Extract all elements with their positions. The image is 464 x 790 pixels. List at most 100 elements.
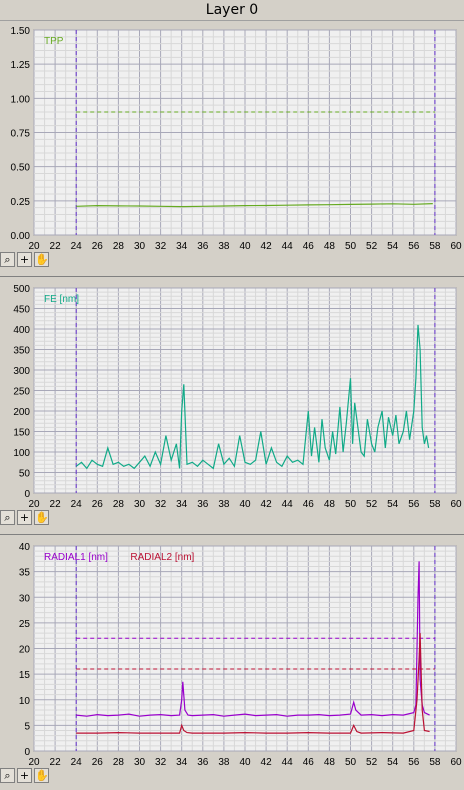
chart-toolbar: ⌕ + ✋ (0, 252, 70, 268)
y-tick-label: 0.25 (11, 197, 31, 208)
hand-pan-icon[interactable]: ✋ (34, 510, 49, 525)
x-tick-label: 42 (261, 241, 273, 252)
x-tick-label: 34 (176, 241, 188, 252)
x-tick-label: 34 (176, 499, 188, 510)
x-tick-label: 36 (197, 499, 209, 510)
y-tick-label: 5 (24, 721, 30, 732)
crosshair-icon[interactable]: + (17, 252, 32, 267)
y-tick-label: 0.00 (11, 231, 31, 242)
window-title: Layer 0 (0, 0, 464, 21)
x-tick-label: 28 (113, 757, 125, 768)
x-tick-label: 24 (71, 499, 83, 510)
x-tick-label: 38 (218, 757, 230, 768)
x-tick-label: 40 (239, 241, 251, 252)
crosshair-icon[interactable]: + (17, 510, 32, 525)
x-tick-label: 52 (366, 499, 378, 510)
grid (33, 545, 457, 752)
x-tick-label: 32 (155, 499, 167, 510)
panel-separator (0, 534, 464, 535)
crosshair-icon[interactable]: + (17, 768, 32, 783)
x-tick-label: 22 (50, 499, 62, 510)
x-tick-label: 60 (450, 241, 462, 252)
x-tick-label: 46 (303, 499, 315, 510)
x-tick-label: 22 (50, 241, 62, 252)
x-tick-label: 30 (134, 499, 146, 510)
x-tick-label: 54 (387, 499, 399, 510)
legend-entry: TPP (44, 36, 64, 47)
zoom-icon[interactable]: ⌕ (0, 252, 15, 267)
y-tick-label: 200 (13, 407, 30, 418)
hand-pan-icon[interactable]: ✋ (34, 768, 49, 783)
x-tick-label: 44 (282, 757, 294, 768)
x-tick-label: 48 (324, 241, 336, 252)
zoom-icon[interactable]: ⌕ (0, 510, 15, 525)
x-tick-label: 54 (387, 241, 399, 252)
x-tick-label: 20 (28, 499, 40, 510)
x-tick-label: 38 (218, 241, 230, 252)
x-tick-label: 30 (134, 757, 146, 768)
y-tick-label: 1.50 (11, 26, 31, 37)
y-tick-label: 15 (19, 670, 31, 681)
grid (33, 287, 457, 494)
y-tick-label: 40 (19, 542, 31, 553)
zoom-icon[interactable]: ⌕ (0, 768, 15, 783)
y-tick-label: 0.75 (11, 129, 31, 140)
x-tick-label: 52 (366, 241, 378, 252)
y-tick-label: 150 (13, 428, 30, 439)
x-tick-label: 40 (239, 499, 251, 510)
y-tick-label: 0 (24, 489, 30, 500)
y-tick-label: 350 (13, 346, 30, 357)
y-tick-label: 1.25 (11, 60, 31, 71)
x-tick-label: 58 (429, 241, 441, 252)
x-tick-label: 26 (92, 241, 104, 252)
y-tick-label: 450 (13, 305, 30, 316)
x-tick-label: 42 (261, 499, 273, 510)
y-tick-label: 10 (19, 696, 31, 707)
y-tick-label: 400 (13, 325, 30, 336)
x-tick-label: 34 (176, 757, 188, 768)
x-tick-label: 50 (345, 241, 357, 252)
x-tick-label: 48 (324, 499, 336, 510)
chart-svg-2: 0 50 100 150 200 250 300 350 400 450 500 20 22 24 26 28… (13, 284, 462, 510)
legend-entry: RADIAL2 [nm] (130, 552, 194, 563)
x-tick-label: 58 (429, 757, 441, 768)
hand-pan-icon[interactable]: ✋ (34, 252, 49, 267)
x-tick-label: 22 (50, 757, 62, 768)
chart-panel-1: 0.00 0.25 0.50 0.75 1.00 1.25 1.50 20 22 24 26 28 30… (0, 22, 464, 277)
y-tick-label: 0.50 (11, 163, 31, 174)
y-tick-label: 25 (19, 619, 31, 630)
y-tick-label: 0 (24, 747, 30, 758)
x-tick-label: 46 (303, 241, 315, 252)
x-tick-label: 46 (303, 757, 315, 768)
chart-panel-2: 0 50 100 150 200 250 300 350 400 450 500 20 22 24 26 28… (0, 280, 464, 535)
x-tick-label: 44 (282, 241, 294, 252)
grid (33, 29, 457, 236)
panel-separator (0, 276, 464, 277)
chart-toolbar: ⌕ + ✋ (0, 510, 70, 526)
x-tick-label: 36 (197, 757, 209, 768)
x-tick-label: 50 (345, 499, 357, 510)
y-tick-label: 50 (19, 469, 31, 480)
y-tick-label: 100 (13, 448, 30, 459)
y-tick-label: 500 (13, 284, 30, 295)
series-line-3 (76, 633, 430, 734)
x-tick-label: 26 (92, 499, 104, 510)
x-tick-label: 54 (387, 757, 399, 768)
x-tick-label: 28 (113, 241, 125, 252)
x-tick-label: 48 (324, 757, 336, 768)
x-tick-label: 58 (429, 499, 441, 510)
x-tick-label: 56 (408, 499, 420, 510)
x-tick-label: 32 (155, 757, 167, 768)
x-tick-label: 36 (197, 241, 209, 252)
x-tick-label: 52 (366, 757, 378, 768)
x-tick-label: 40 (239, 757, 251, 768)
legend-entry: FE [nm] (44, 294, 79, 305)
chart-toolbar: ⌕ + ✋ (0, 768, 70, 784)
series-line-1 (75, 324, 430, 470)
y-tick-label: 35 (19, 568, 31, 579)
chart-svg-3: 0 5 10 15 20 25 30 35 40 20 22 24 26 28 30 32 34 36 38 40 42… (19, 542, 462, 768)
x-tick-label: 20 (28, 757, 40, 768)
x-tick-label: 32 (155, 241, 167, 252)
legend-entry: RADIAL1 [nm] (44, 552, 108, 563)
y-tick-label: 20 (19, 645, 31, 656)
